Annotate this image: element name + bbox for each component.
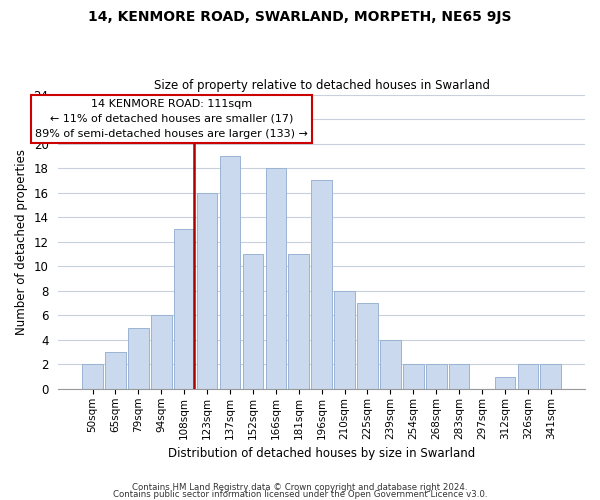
Bar xyxy=(357,303,378,389)
Bar xyxy=(197,192,217,389)
Bar xyxy=(266,168,286,389)
Bar xyxy=(494,376,515,389)
Bar xyxy=(403,364,424,389)
Bar xyxy=(105,352,126,389)
Bar xyxy=(541,364,561,389)
Bar xyxy=(380,340,401,389)
Bar xyxy=(289,254,309,389)
Text: Contains public sector information licensed under the Open Government Licence v3: Contains public sector information licen… xyxy=(113,490,487,499)
Bar xyxy=(151,316,172,389)
Y-axis label: Number of detached properties: Number of detached properties xyxy=(15,148,28,334)
Bar xyxy=(220,156,241,389)
Title: Size of property relative to detached houses in Swarland: Size of property relative to detached ho… xyxy=(154,79,490,92)
Text: 14 KENMORE ROAD: 111sqm
← 11% of detached houses are smaller (17)
89% of semi-de: 14 KENMORE ROAD: 111sqm ← 11% of detache… xyxy=(35,99,308,138)
Bar xyxy=(128,328,149,389)
Bar xyxy=(311,180,332,389)
X-axis label: Distribution of detached houses by size in Swarland: Distribution of detached houses by size … xyxy=(168,447,475,460)
Bar xyxy=(426,364,446,389)
Bar xyxy=(334,291,355,389)
Bar xyxy=(82,364,103,389)
Bar xyxy=(449,364,469,389)
Text: 14, KENMORE ROAD, SWARLAND, MORPETH, NE65 9JS: 14, KENMORE ROAD, SWARLAND, MORPETH, NE6… xyxy=(88,10,512,24)
Bar xyxy=(242,254,263,389)
Text: Contains HM Land Registry data © Crown copyright and database right 2024.: Contains HM Land Registry data © Crown c… xyxy=(132,484,468,492)
Bar xyxy=(174,230,194,389)
Bar xyxy=(518,364,538,389)
